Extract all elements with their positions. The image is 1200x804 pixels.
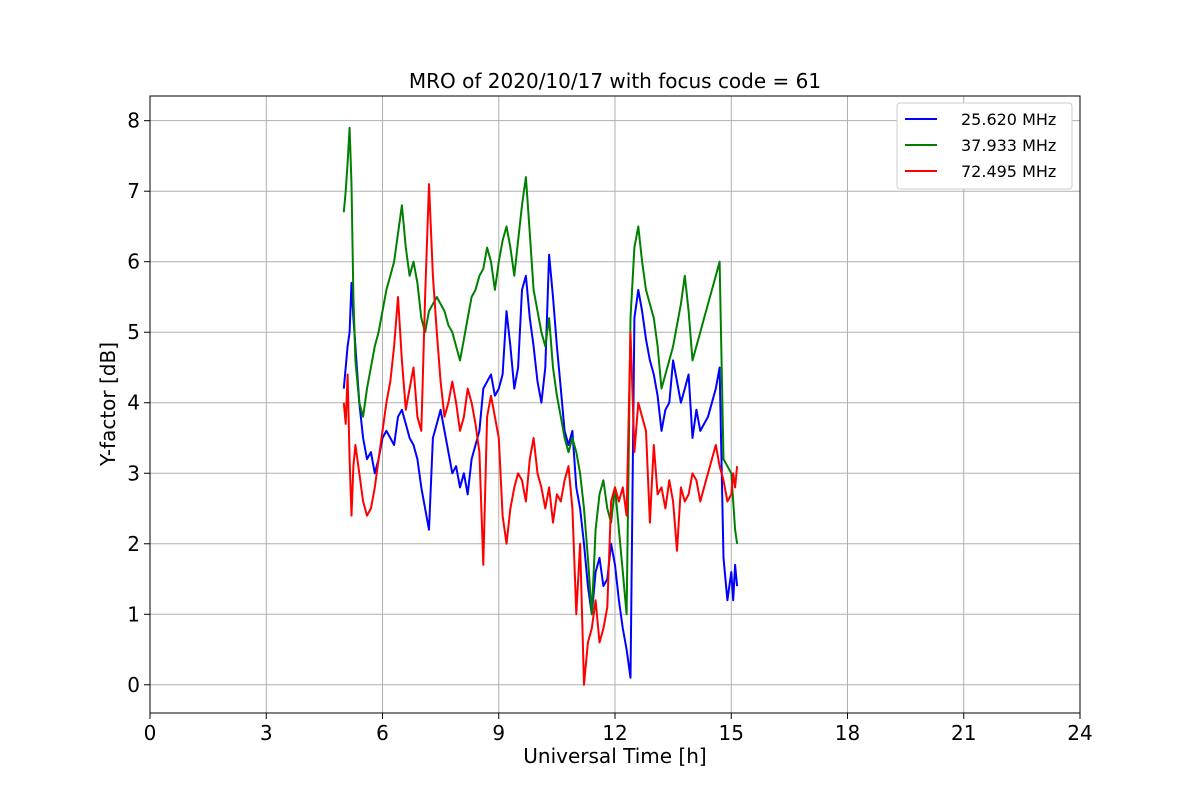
y-axis-ticks: 0 1 2 3 4 5 6 7 8: [127, 109, 150, 697]
x-tick-label: 12: [602, 721, 627, 745]
chart-title: MRO of 2020/10/17 with focus code = 61: [409, 69, 821, 93]
legend-label-2: 72.495 MHz: [961, 162, 1056, 181]
legend-box: [896, 102, 1073, 190]
y-tick-label: 8: [127, 109, 140, 133]
x-tick-label: 0: [144, 721, 157, 745]
legend: 25.620 MHz 37.933 MHz 72.495 MHz: [896, 102, 1073, 190]
legend-label-1: 37.933 MHz: [961, 136, 1056, 155]
x-tick-label: 15: [719, 721, 744, 745]
y-tick-label: 5: [127, 320, 140, 344]
y-tick-label: 1: [127, 602, 140, 626]
y-axis-label: Y-factor [dB]: [96, 342, 120, 467]
series-line-2: [342, 183, 739, 686]
y-tick-label: 2: [127, 532, 140, 556]
grid-layer: [149, 96, 1081, 713]
x-axis-ticks: 0 3 6 9 12 15 18 21 24: [144, 713, 1093, 745]
x-tick-label: 18: [835, 721, 860, 745]
series-line-1: [342, 126, 739, 616]
x-tick-label: 24: [1067, 721, 1092, 745]
x-tick-label: 6: [376, 721, 389, 745]
series-line-0: [342, 253, 739, 679]
y-tick-label: 6: [127, 250, 140, 274]
x-tick-label: 9: [492, 721, 505, 745]
x-tick-label: 3: [260, 721, 273, 745]
y-tick-label: 0: [127, 673, 140, 697]
x-axis-label: Universal Time [h]: [523, 744, 706, 768]
x-tick-label: 21: [951, 721, 976, 745]
y-tick-label: 3: [127, 461, 140, 485]
series-layer: [342, 126, 739, 686]
y-tick-label: 7: [127, 179, 140, 203]
legend-label-0: 25.620 MHz: [961, 110, 1056, 129]
y-tick-label: 4: [127, 391, 140, 415]
